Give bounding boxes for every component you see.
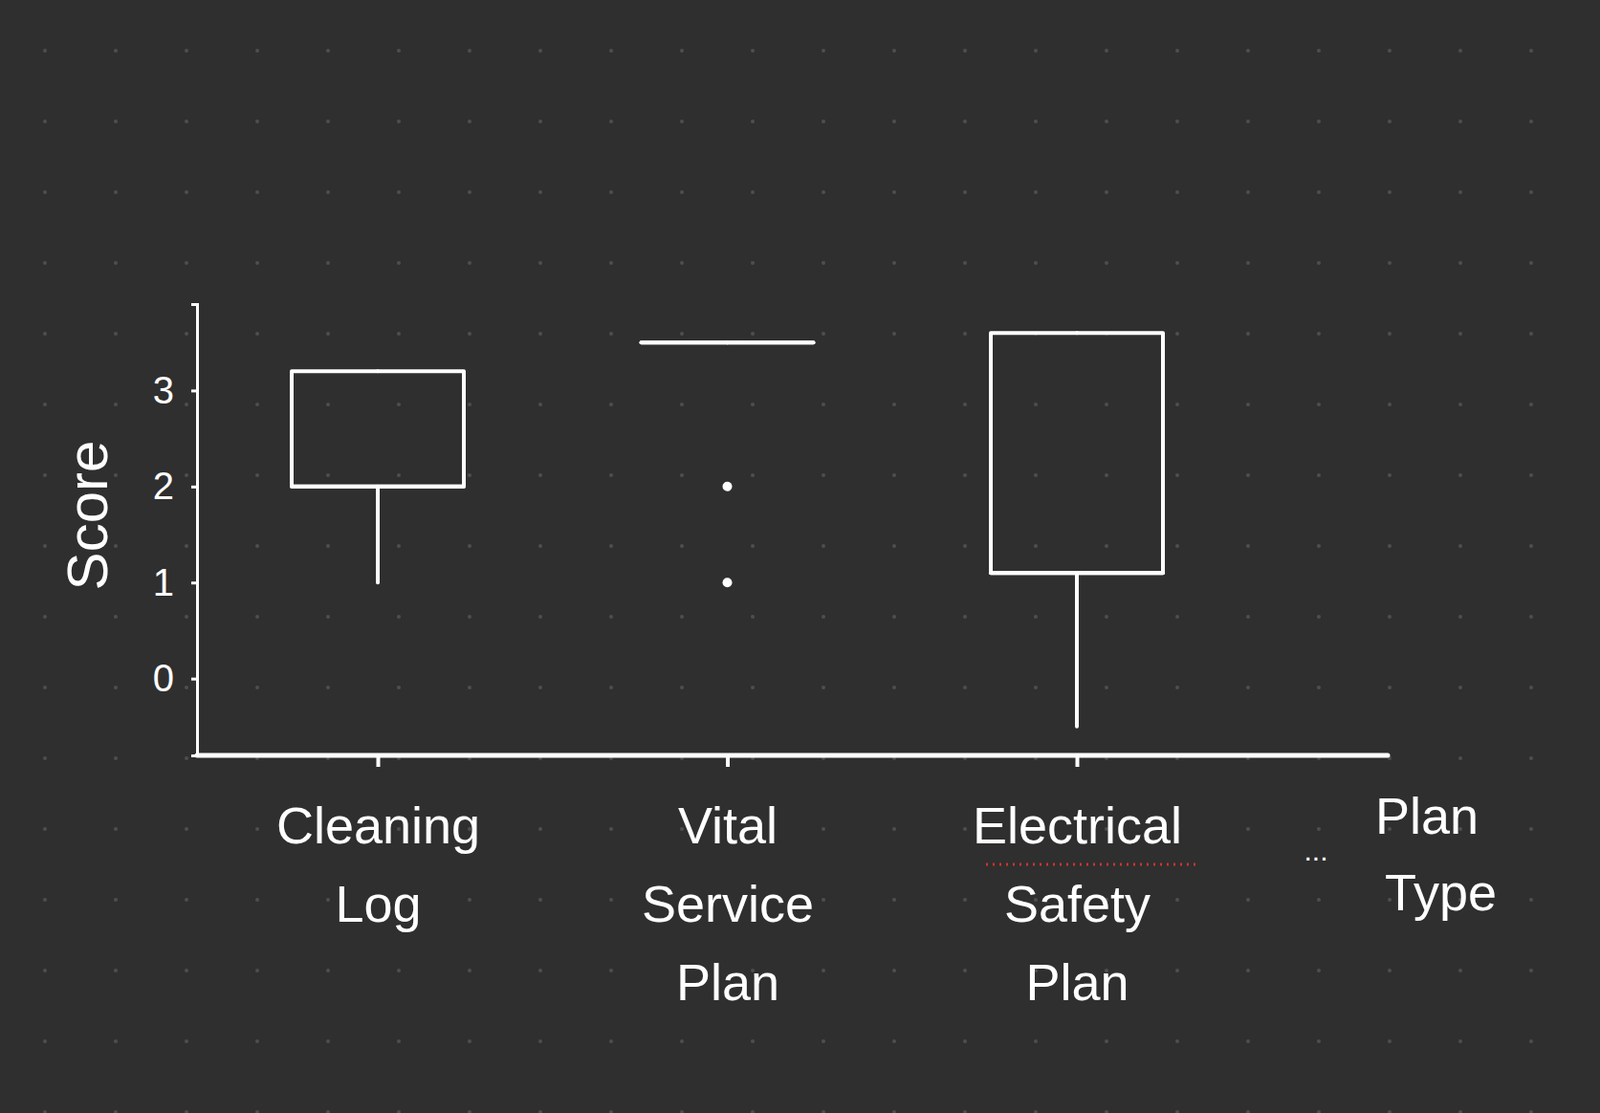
median	[641, 340, 814, 345]
x-tick-label: Electrical Safety Plan	[972, 796, 1183, 1011]
chart: 0123CleaningLogVitalServicePlanElectrica…	[0, 0, 1600, 1113]
y-tick: 3	[153, 369, 198, 412]
x-axis-line	[197, 753, 1388, 759]
x-tick-mark	[1075, 755, 1080, 768]
x-tick-label-line: Cleaning	[276, 796, 481, 855]
box-group	[641, 342, 814, 588]
background	[0, 0, 1600, 1113]
x-tick-label-line: Safety	[1004, 875, 1151, 933]
y-tick-label: 3	[153, 369, 175, 412]
x-axis-title-line: Type	[1384, 863, 1497, 921]
y-tick-mark	[191, 485, 198, 489]
x-axis: Cleaning Log Vital Service Plan Electrical Saf…	[197, 755, 1388, 1011]
outlier	[723, 577, 733, 588]
y-tick-label: 1	[153, 561, 175, 604]
x-tick: Vital Service Plan	[641, 755, 814, 1011]
x-tick-label-line: Plan	[1025, 953, 1129, 1011]
y-axis-title: Score	[55, 440, 120, 592]
x-axis-title: Plan Type	[1375, 787, 1497, 921]
x-axis-title-line: Plan	[1375, 787, 1479, 845]
marks	[291, 332, 1163, 727]
box-group	[990, 332, 1163, 727]
y-tick-mark	[191, 678, 198, 681]
y-tick-mark	[191, 581, 198, 585]
x-tick: Cleaning Log	[276, 755, 481, 933]
x-tick-label-line: Service	[641, 875, 814, 933]
lower-whisker	[375, 486, 380, 583]
y-tick: 0	[153, 657, 198, 700]
x-tick-label-line: Log	[334, 875, 421, 933]
outlier	[723, 482, 733, 492]
annotation: ...	[1303, 834, 1328, 867]
x-tick-label-line: Plan	[676, 953, 780, 1011]
spellcheck-underline	[986, 863, 1197, 867]
y-tick: 2	[153, 464, 198, 507]
median	[990, 570, 1163, 575]
y-axis-line	[191, 305, 198, 757]
x-tick-mark	[725, 755, 730, 768]
y-tick-label: 2	[153, 464, 175, 507]
y-tick-mark	[191, 389, 198, 393]
median	[291, 484, 464, 489]
x-tick-label-line: Electrical	[972, 796, 1183, 855]
x-tick-label: Cleaning Log	[276, 796, 481, 933]
box-group	[291, 371, 464, 583]
y-tick-label: 0	[153, 657, 175, 700]
box	[641, 340, 814, 345]
x-tick-label: Vital Service Plan	[641, 796, 814, 1011]
x-tick: Electrical Safety Plan	[972, 755, 1183, 1011]
dot-grid	[0, 0, 1600, 1113]
box	[291, 371, 464, 487]
x-tick-mark	[376, 755, 381, 768]
lower-whisker	[1074, 572, 1079, 727]
y-axis: 0 1 2 3	[153, 305, 198, 757]
x-tick-label-line: Vital	[678, 796, 778, 855]
y-tick: 1	[153, 561, 198, 604]
box	[990, 332, 1163, 573]
